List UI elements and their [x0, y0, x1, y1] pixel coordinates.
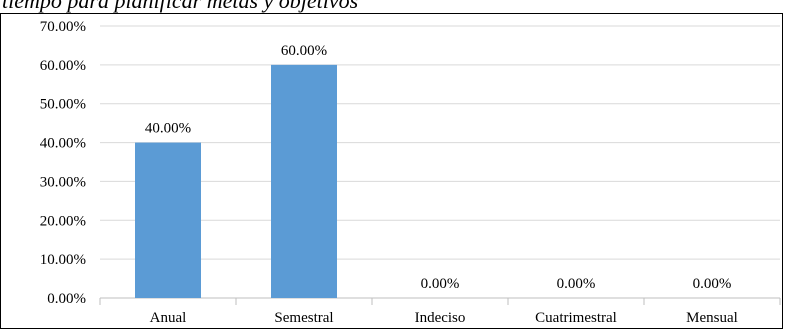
bar: [271, 64, 337, 298]
x-tick-label: Anual: [150, 310, 187, 326]
y-tick-label: 30.00%: [40, 174, 86, 190]
bar-chart: 0.00% 10.00% 20.00% 30.00% 40.00% 50.00% 60.00…: [40, 19, 781, 326]
data-label: 40.00%: [145, 121, 191, 137]
x-tick-label: Mensual: [686, 310, 738, 326]
y-tick-label: 40.00%: [40, 136, 86, 152]
y-tick-label: 60.00%: [40, 58, 86, 74]
x-tick-label: Cuatrimestral: [535, 310, 617, 326]
data-label: 0.00%: [693, 276, 732, 292]
bar: [135, 142, 201, 298]
data-label: 0.00%: [557, 276, 596, 292]
y-tick-label: 70.00%: [40, 19, 86, 35]
x-tick-label: Semestral: [274, 310, 333, 326]
y-tick-label: 10.00%: [40, 252, 86, 268]
x-tick-label: Indeciso: [415, 310, 466, 326]
y-tick-label: 20.00%: [40, 213, 86, 229]
data-label: 60.00%: [281, 43, 327, 59]
chart-frame: 0.00% 10.00% 20.00% 30.00% 40.00% 50.00% 60.00…: [0, 13, 783, 329]
data-label: 0.00%: [421, 276, 460, 292]
chart-caption: tiempo para planificar metas y objetivos: [2, 0, 359, 13]
y-tick-label: 50.00%: [40, 97, 86, 113]
y-tick-label: 0.00%: [47, 291, 86, 307]
